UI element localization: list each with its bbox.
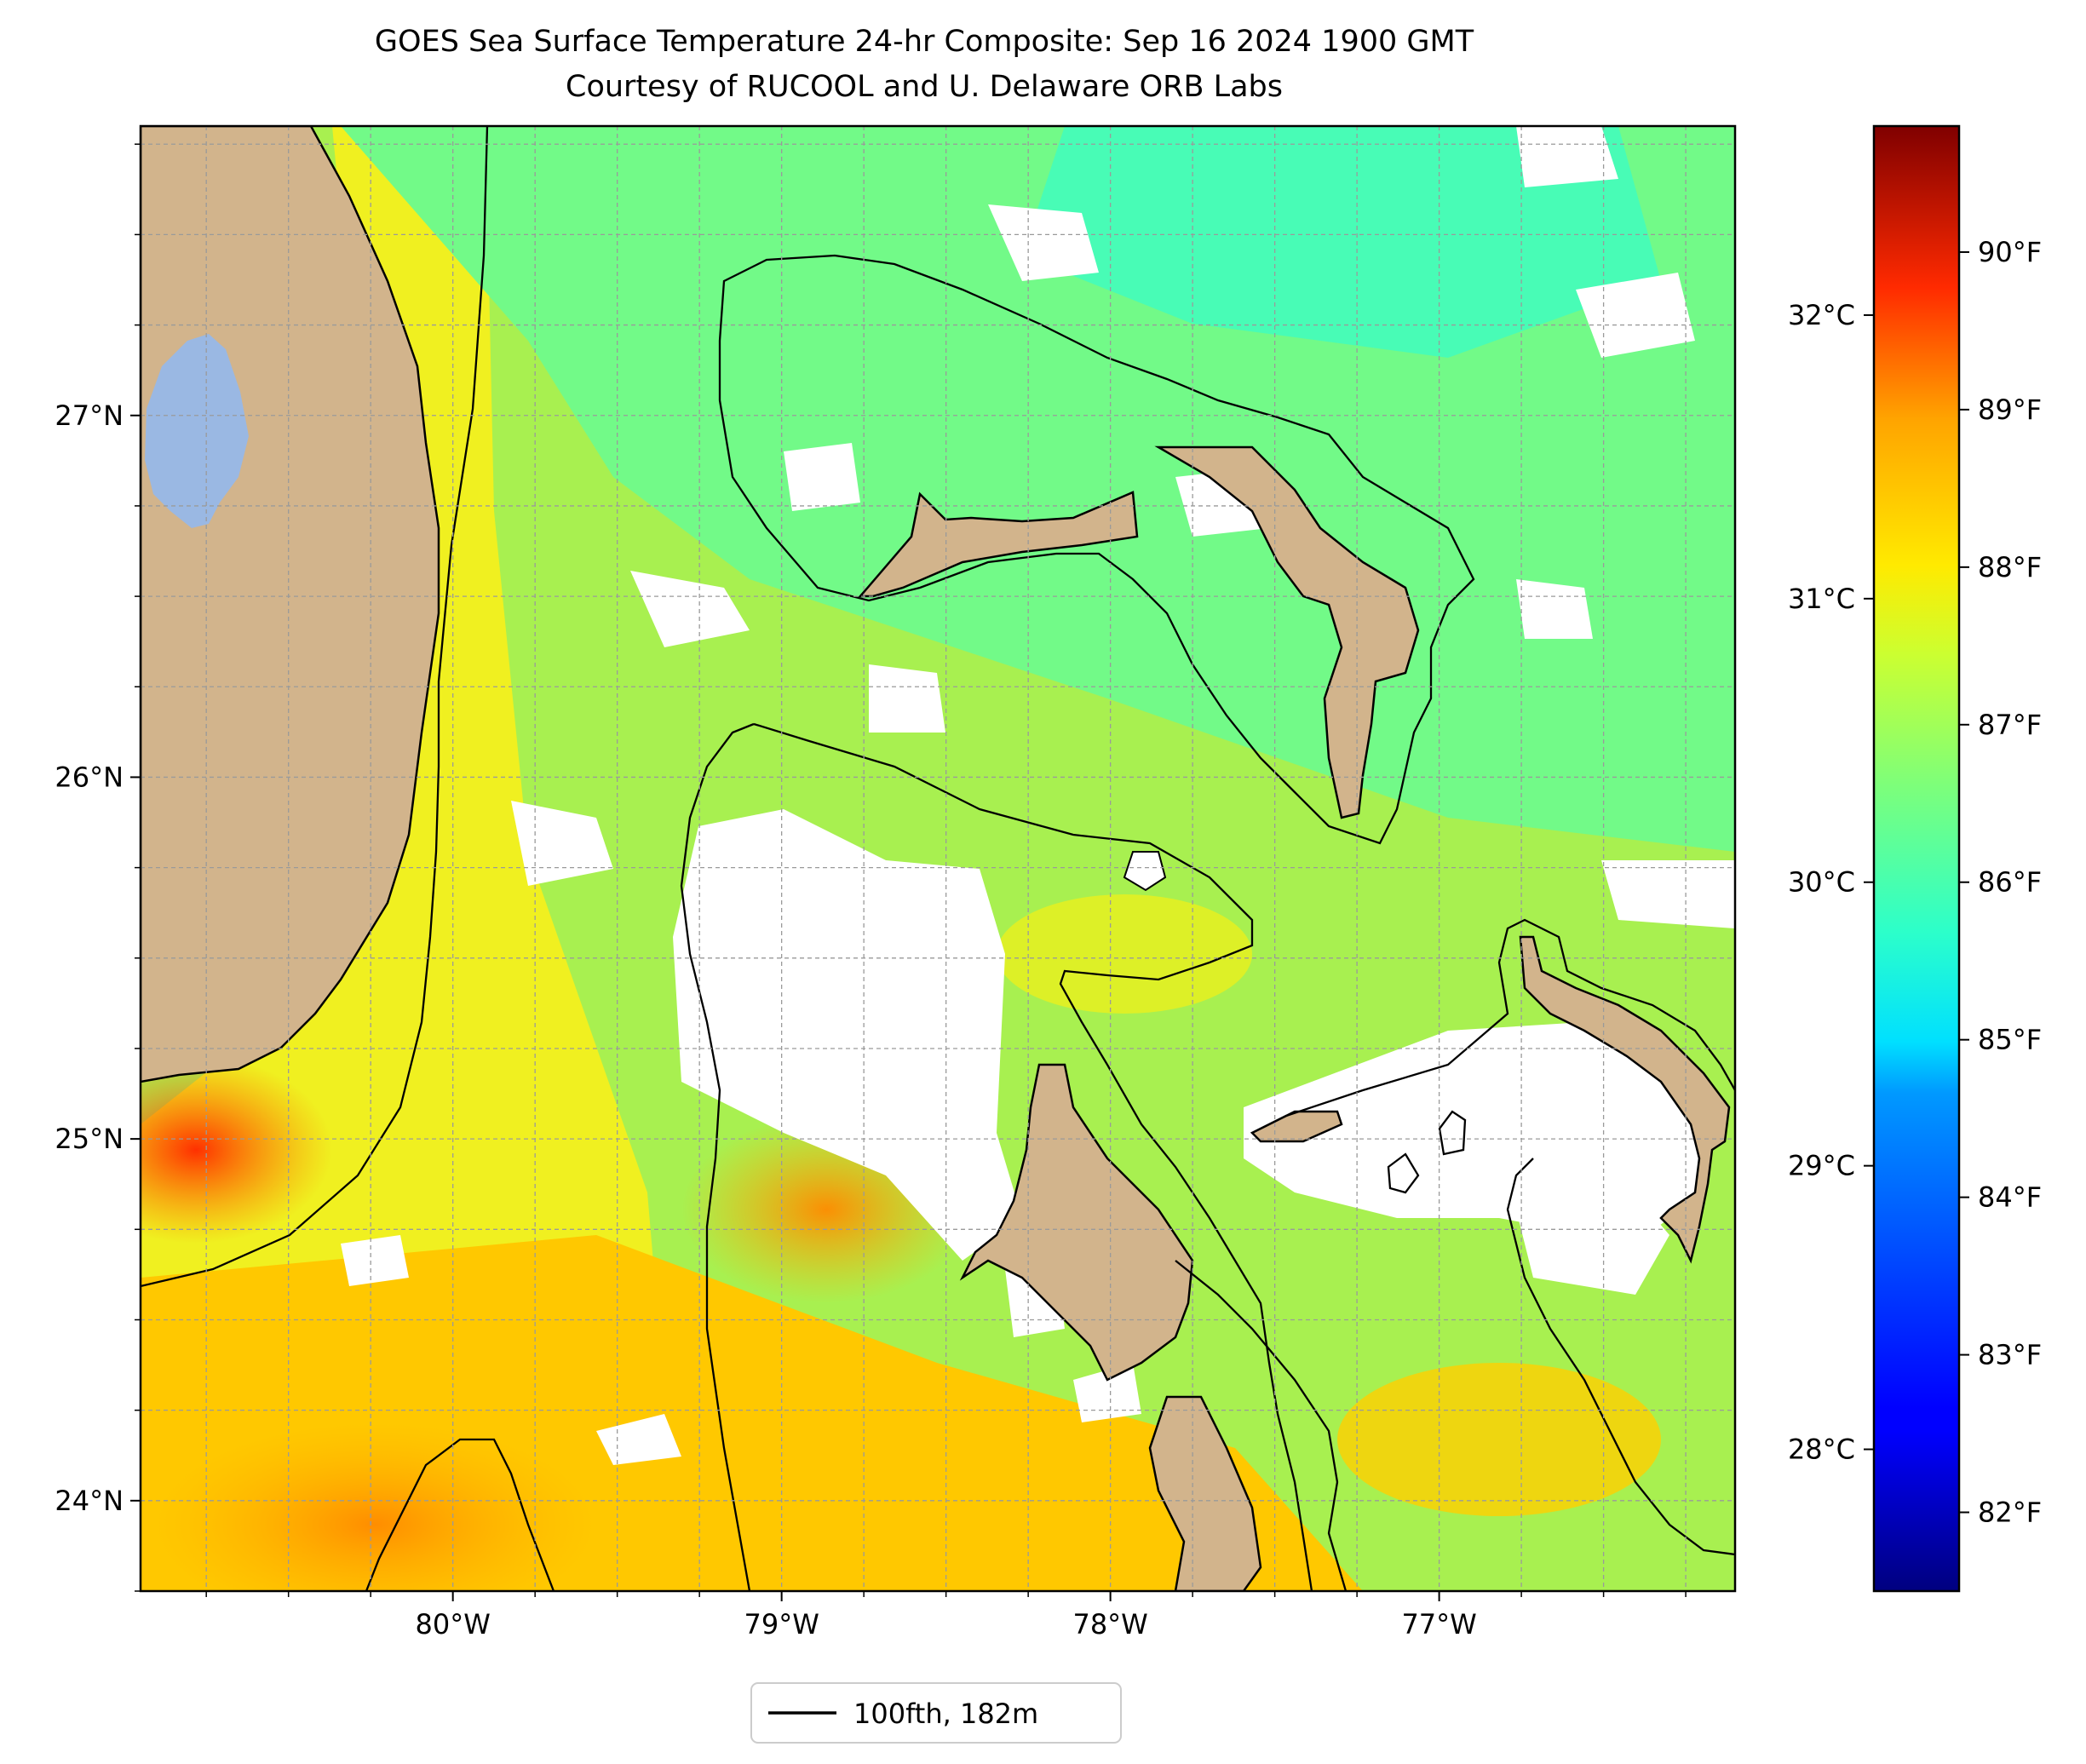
- colorbar-f-label: 85°F: [1978, 1024, 2042, 1056]
- colorbar-f-label: 82°F: [1978, 1497, 2042, 1529]
- latitude-axis: 24°N 25°N 26°N 27°N: [55, 143, 141, 1592]
- lon-tick-label: 80°W: [416, 1608, 491, 1640]
- colorbar-f-label: 84°F: [1978, 1181, 2042, 1214]
- cloud-region: [988, 204, 1099, 281]
- map-frame: [139, 124, 1737, 1593]
- colorbar-gradient: [1872, 124, 1961, 1593]
- eleuthera-island: [1519, 935, 1731, 1264]
- colorbar-c-label: 32°C: [1788, 299, 1855, 331]
- colorbar-f-label: 86°F: [1978, 866, 2042, 899]
- colorbar-f-label: 88°F: [1978, 551, 2042, 583]
- sst-warm-patch-3: [1337, 1363, 1661, 1516]
- sst-map: [141, 126, 1735, 1591]
- colorbar: 82°F 83°F 84°F 85°F 86°F 87°F 88°F 89°F 90°F 28°C…: [1788, 124, 2042, 1593]
- isobath-tongue-of-the-ocean: [753, 722, 1313, 1591]
- sst-yellow-patch: [997, 894, 1252, 1014]
- small-cay: [1123, 851, 1167, 892]
- cloud-region: [341, 1235, 409, 1286]
- cloud-region: [1508, 1175, 1669, 1295]
- longitude-axis: 80°W 79°W 78°W 77°W: [205, 1591, 1687, 1640]
- map-title: GOES Sea Surface Temperature 24-hr Compo…: [375, 25, 1474, 59]
- legend-label: 100fth, 182m: [853, 1698, 1038, 1730]
- lon-tick-label: 77°W: [1401, 1608, 1476, 1640]
- lon-tick-label: 78°W: [1072, 1608, 1147, 1640]
- no-data-regions: [341, 126, 1735, 1465]
- lake-okeechobee: [145, 334, 249, 528]
- south-andros-island: [1148, 1395, 1262, 1591]
- abaco-island: [1154, 445, 1420, 819]
- lat-tick-label: 24°N: [55, 1485, 124, 1517]
- cloud-region: [784, 443, 860, 511]
- graticule: [141, 126, 1735, 1592]
- cloud-region: [1073, 1363, 1141, 1422]
- cloud-region: [630, 571, 750, 647]
- colorbar-c-label: 29°C: [1788, 1150, 1855, 1182]
- isobath-exuma-sound: [1251, 918, 1735, 1135]
- cloud-region: [1576, 273, 1695, 358]
- sst-warm-patch-2: [153, 1422, 596, 1591]
- lon-tick-label: 79°W: [744, 1608, 819, 1640]
- andros-island: [959, 1063, 1194, 1382]
- map-subtitle: Courtesy of RUCOOL and U. Delaware ORB L…: [566, 70, 1283, 104]
- cloud-region: [511, 801, 613, 886]
- cloud-region: [1601, 860, 1735, 928]
- grand-bahama-island: [858, 491, 1139, 598]
- colorbar-f-label: 87°F: [1978, 709, 2042, 741]
- isobath-great-bahama-bank: [680, 722, 755, 1591]
- cloud-region: [1516, 579, 1593, 639]
- cloud-region: [869, 664, 945, 733]
- isobath-exuma-chain: [1506, 1158, 1735, 1556]
- legend: 100fth, 182m: [750, 1682, 1122, 1744]
- colorbar-f-label: 89°F: [1978, 394, 2042, 426]
- sst-hot-southwest: [141, 1056, 332, 1244]
- isobath-south: [1175, 1260, 1348, 1591]
- legend-box: [750, 1682, 1122, 1744]
- isobath-dangerous-shoal: [1438, 1110, 1467, 1156]
- colorbar-c-label: 30°C: [1788, 866, 1855, 899]
- cloud-region: [673, 809, 1022, 1261]
- sst-coolest-north: [1022, 126, 1661, 358]
- colorbar-c-label: 31°C: [1788, 583, 1855, 615]
- lat-tick-label: 27°N: [55, 399, 124, 432]
- isobath-cay-sal-bank: [365, 1438, 555, 1591]
- lat-tick-label: 26°N: [55, 761, 124, 793]
- isobath-shoal-2: [1387, 1152, 1420, 1194]
- colorbar-f-label: 90°F: [1978, 236, 2042, 268]
- isobath-florida-shelf: [141, 126, 489, 1288]
- lat-tick-label: 25°N: [55, 1123, 124, 1155]
- cloud-region: [1516, 126, 1618, 187]
- colorbar-c-label: 28°C: [1788, 1434, 1855, 1466]
- colorbar-f-label: 83°F: [1978, 1339, 2042, 1371]
